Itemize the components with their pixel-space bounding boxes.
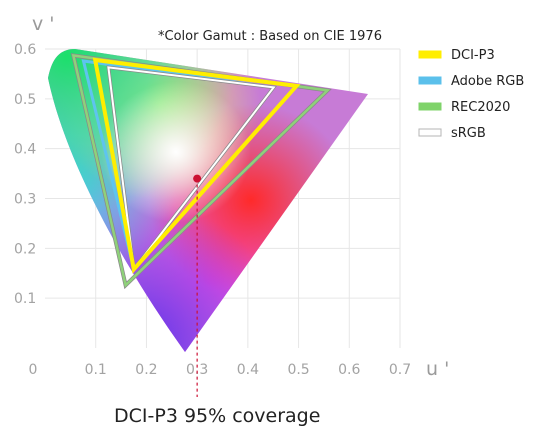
gamut-basis-note: *Color Gamut : Based on CIE 1976 [158,29,382,44]
x-tick-label: 0.4 [237,362,259,378]
gamut-srgb [107,66,276,272]
legend-label: DCI-P3 [451,48,495,63]
x-tick-label: 0.5 [287,362,309,378]
x-tick-labels: 0 0.1 0.2 0.3 0.4 0.5 0.6 0.7 [29,362,412,378]
y-axis-label: v ' [32,13,55,35]
gamut-dci-p3 [92,57,301,274]
x-tick-label: 0.1 [85,362,107,378]
x-tick-label: 0.2 [135,362,157,378]
legend-swatch [418,102,442,111]
coverage-caption: DCI-P3 95% coverage [114,405,320,427]
legend-label: sRGB [451,126,486,141]
y-tick-labels: 0.1 0.2 0.3 0.4 0.5 0.6 [14,42,36,307]
legend-label: Adobe RGB [451,74,524,89]
x-tick-label: 0.7 [389,362,411,378]
x-tick-label: 0.6 [338,362,360,378]
y-tick-label: 0.4 [14,142,36,158]
x-tick-label: 0.3 [186,362,208,378]
x-axis-label: u ' [426,358,449,380]
legend: DCI-P3 Adobe RGB REC2020 sRGB [418,48,524,141]
x-tick-label: 0 [29,362,38,378]
legend-swatch [418,76,442,85]
y-tick-label: 0.5 [14,92,36,108]
y-tick-label: 0.6 [14,42,36,58]
coverage-marker [193,174,202,397]
y-tick-label: 0.3 [14,192,36,208]
legend-swatch [418,128,442,137]
gamut-triangles [70,53,332,290]
marker-dot [193,174,202,183]
legend-swatch [418,50,442,59]
legend-label: REC2020 [451,100,510,115]
y-tick-label: 0.1 [14,291,36,307]
y-tick-label: 0.2 [14,241,36,257]
